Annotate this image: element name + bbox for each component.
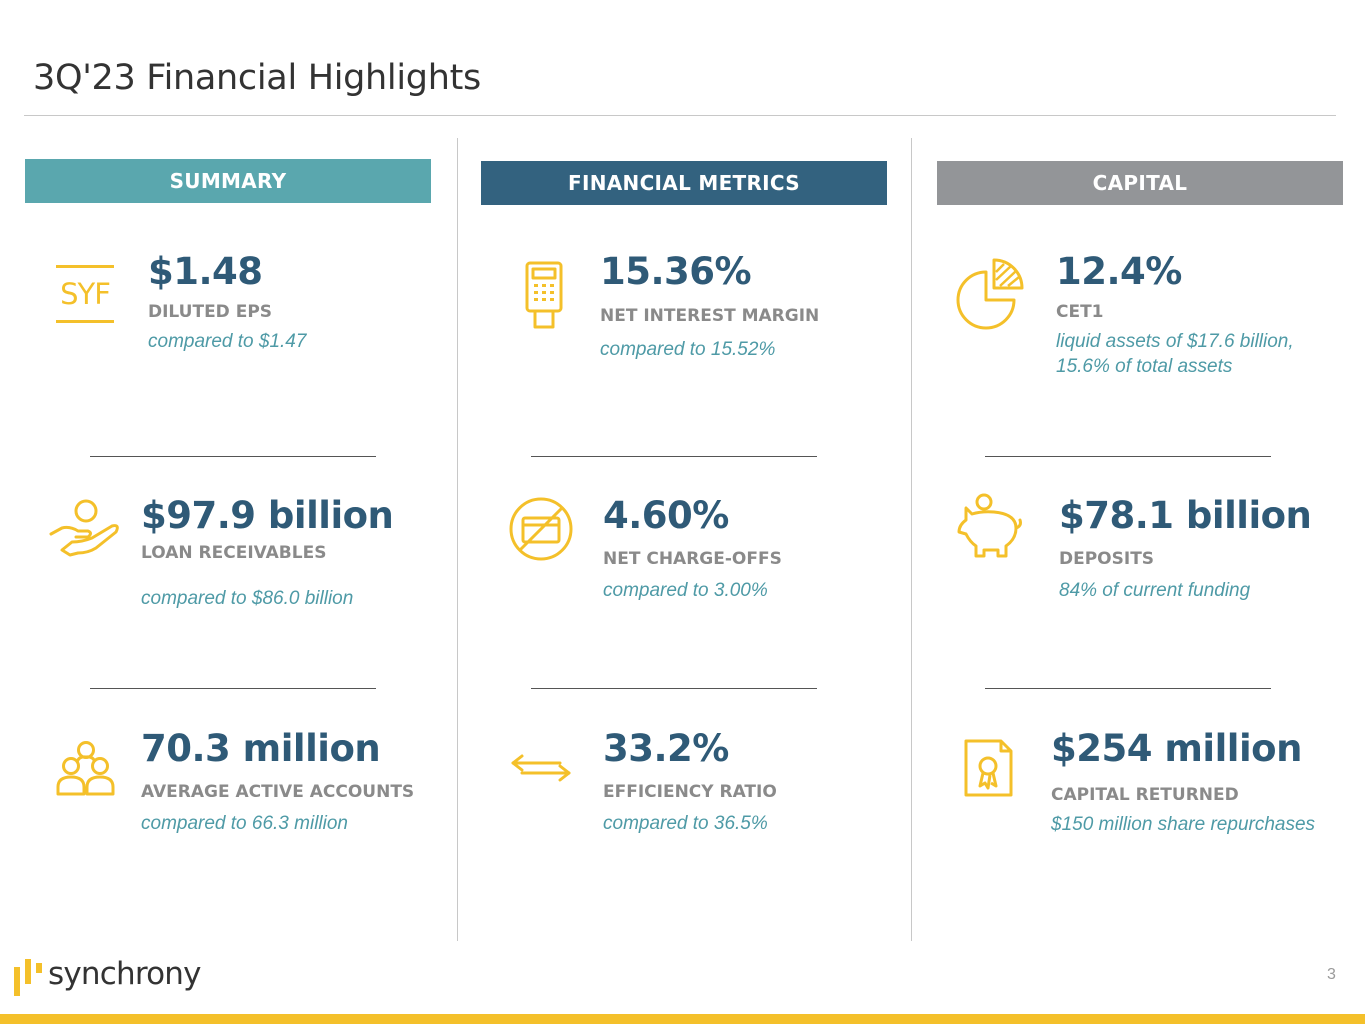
title-divider	[24, 115, 1336, 116]
cet1-value: 12.4%	[1056, 250, 1182, 293]
double-arrow-icon	[511, 754, 571, 782]
column-separator	[911, 138, 912, 941]
efficiency-ratio-label: EFFICIENCY RATIO	[603, 782, 777, 802]
cet1-note-line1: liquid assets of $17.6 billion,	[1056, 331, 1294, 352]
row-divider	[90, 456, 376, 457]
no-card-icon	[509, 497, 573, 561]
net-interest-margin-label: NET INTEREST MARGIN	[600, 306, 820, 326]
capital-header: CAPITAL	[937, 161, 1343, 205]
efficiency-ratio-value: 33.2%	[603, 727, 729, 770]
efficiency-ratio-note: compared to 36.5%	[603, 813, 768, 834]
loan-receivables-note: compared to $86.0 billion	[141, 588, 354, 609]
row-divider	[985, 688, 1271, 689]
capital-returned-note: $150 million share repurchases	[1051, 814, 1316, 835]
bottom-accent-bar	[0, 1014, 1365, 1024]
page-number: 3	[1327, 966, 1336, 983]
active-accounts-value: 70.3 million	[141, 727, 381, 770]
hand-person-icon	[49, 499, 119, 557]
card-terminal-icon	[525, 261, 563, 329]
row-divider	[985, 456, 1271, 457]
people-group-icon	[56, 741, 115, 796]
row-divider	[90, 688, 376, 689]
diluted-eps-label: DILUTED EPS	[148, 302, 273, 322]
certificate-icon	[964, 739, 1013, 797]
net-interest-margin-value: 15.36%	[600, 250, 752, 293]
summary-header: SUMMARY	[25, 159, 431, 203]
capital-returned-value: $254 million	[1051, 727, 1302, 770]
cet1-note-line2: 15.6% of total assets	[1056, 356, 1233, 377]
net-interest-margin-note: compared to 15.52%	[600, 339, 776, 360]
capital-returned-label: CAPITAL RETURNED	[1051, 785, 1239, 805]
loan-receivables-value: $97.9 billion	[141, 494, 394, 537]
column-separator	[457, 138, 458, 941]
diluted-eps-note: compared to $1.47	[148, 331, 307, 352]
net-charge-offs-note: compared to 3.00%	[603, 580, 768, 601]
diluted-eps-value: $1.48	[148, 250, 263, 293]
syf-logo-icon: SYF	[55, 265, 115, 325]
loan-receivables-label: LOAN RECEIVABLES	[141, 543, 327, 563]
brand-wordmark: synchrony	[48, 956, 201, 992]
cet1-label: CET1	[1056, 302, 1104, 322]
active-accounts-label: AVERAGE ACTIVE ACCOUNTS	[141, 782, 415, 802]
row-divider	[531, 456, 817, 457]
deposits-label: DEPOSITS	[1059, 549, 1155, 569]
deposits-note: 84% of current funding	[1059, 580, 1251, 601]
pie-chart-icon	[956, 258, 1024, 330]
financial-metrics-header: FINANCIAL METRICS	[481, 161, 887, 205]
net-charge-offs-label: NET CHARGE-OFFS	[603, 549, 782, 569]
deposits-value: $78.1 billion	[1059, 494, 1312, 537]
active-accounts-note: compared to 66.3 million	[141, 813, 348, 834]
net-charge-offs-value: 4.60%	[603, 494, 729, 537]
piggy-bank-icon	[957, 493, 1022, 558]
page-title: 3Q'23 Financial Highlights	[33, 58, 481, 98]
synchrony-logo-icon	[14, 959, 42, 996]
row-divider	[531, 688, 817, 689]
